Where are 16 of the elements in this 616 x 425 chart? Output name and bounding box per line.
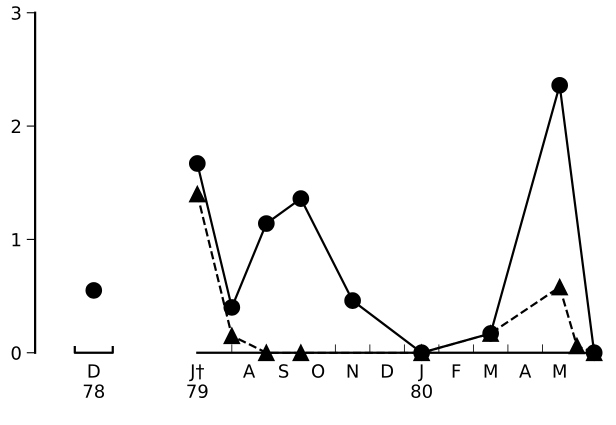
x-tick-label: N — [348, 364, 358, 378]
y-tick-label: 1 — [12, 233, 20, 246]
x-tick-label: J 80 — [411, 364, 432, 398]
x-tick-label: M — [484, 364, 497, 378]
x-tick-label: F — [452, 364, 460, 378]
x-tick-label: D — [382, 364, 394, 378]
x-tick-label: O — [312, 364, 324, 378]
y-tick-label: 2 — [12, 120, 20, 133]
x-tick-label: J† 79 — [187, 364, 208, 398]
x-tick-label: A — [519, 364, 532, 378]
x-tick-label: S — [279, 364, 288, 378]
y-tick-label: 3 — [12, 6, 20, 20]
x-tick-label: D 78 — [84, 364, 104, 398]
x-tick-label: M — [554, 364, 566, 378]
x-tick-label: A — [243, 364, 256, 378]
y-tick-label: 0 — [12, 346, 21, 360]
